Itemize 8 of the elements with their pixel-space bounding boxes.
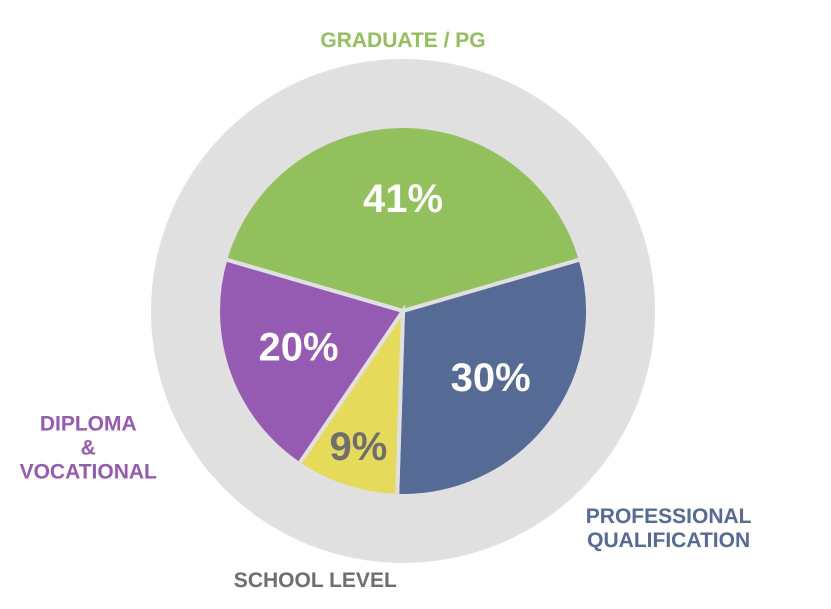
data-label: 30% (450, 356, 531, 400)
data-label: 41% (362, 177, 444, 221)
data-label: 20% (258, 326, 339, 370)
slice-label: PROFESSIONAL QUALIFICATION (586, 505, 752, 552)
slice-label: SCHOOL LEVEL (234, 568, 397, 592)
slice-label: DIPLOMA & VOCATIONAL (20, 412, 158, 484)
slice-label: GRADUATE / PG (320, 29, 486, 52)
data-label: 9% (330, 425, 388, 470)
